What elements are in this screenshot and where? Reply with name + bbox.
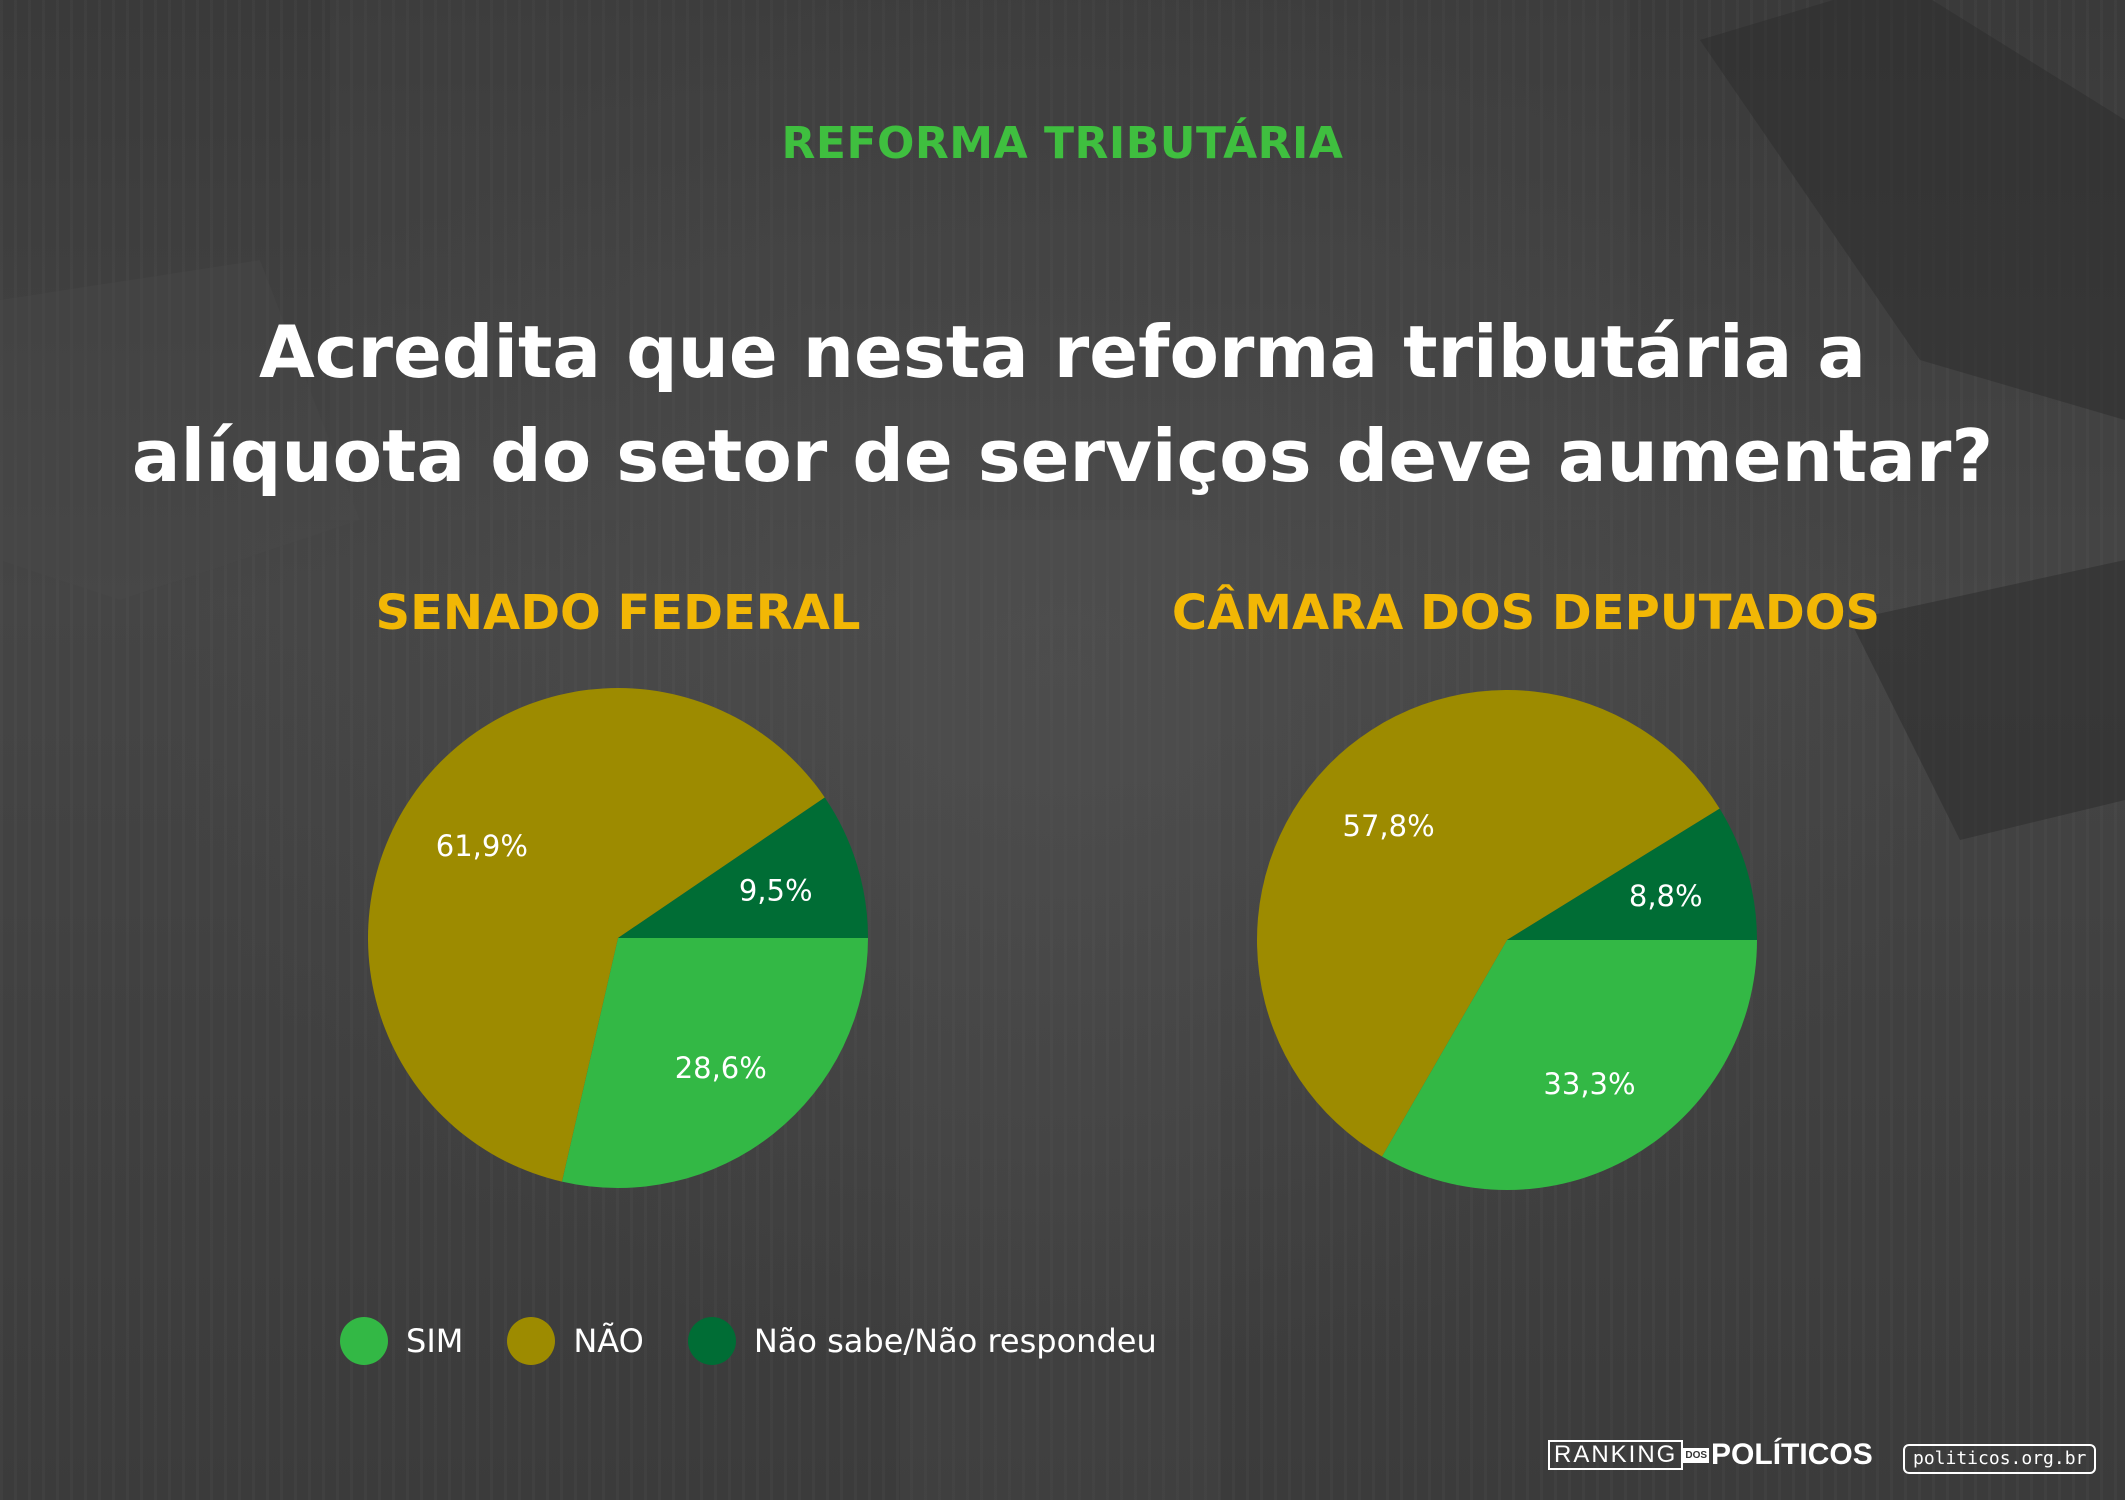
- senado-slice-sim: [561, 938, 869, 1189]
- camara-slice-nao-label: 57,8%: [1343, 809, 1435, 843]
- camara-slice-nao: [1257, 690, 1720, 1157]
- logo-politicos-text: POLÍTICOS: [1711, 1438, 1873, 1471]
- question-line-1: Acredita que nesta reforma tributária a: [259, 310, 1866, 394]
- senado-slice-nao-label: 61,9%: [436, 829, 528, 863]
- senado-slice-sim-label: 28,6%: [675, 1051, 767, 1085]
- question-line-2: alíquota do setor de serviços deve aumen…: [131, 414, 1994, 498]
- legend-label-nao-sabe: Não sabe/Não respondeu: [753, 1322, 1157, 1360]
- legend-swatch-nao-sabe: [687, 1317, 736, 1365]
- legend-item-nao: NÃO: [507, 1317, 644, 1365]
- question-title: Acredita que nesta reforma tributária a …: [0, 300, 2125, 508]
- ranking-dos-politicos-logo: RANKING DOS POLÍTICOS: [1548, 1440, 1873, 1470]
- section-kicker: REFORMA TRIBUTÁRIA: [781, 118, 1344, 169]
- camara-slice-sim: [1382, 940, 1757, 1190]
- legend-swatch-nao: [507, 1317, 556, 1365]
- camara-slice-nao-sabe: [1507, 808, 1757, 940]
- senado-slice-nao: [368, 688, 825, 1182]
- legend-label-nao: NÃO: [573, 1322, 644, 1360]
- legend-swatch-sim: [340, 1317, 388, 1365]
- chart-title-senado: SENADO FEDERAL: [375, 585, 861, 641]
- logo-ranking-text: RANKING: [1548, 1440, 1684, 1470]
- legend-label-sim: SIM: [406, 1322, 464, 1360]
- senado-slice-nao-sabe-label: 9,5%: [739, 873, 813, 907]
- camara-slice-nao-sabe-label: 8,8%: [1629, 879, 1703, 913]
- site-url-badge[interactable]: politicos.org.br: [1903, 1444, 2097, 1474]
- camara-slice-sim-label: 33,3%: [1543, 1067, 1635, 1101]
- legend-item-nao-sabe: Não sabe/Não respondeu: [687, 1317, 1157, 1365]
- senado-slice-nao-sabe: [618, 797, 868, 938]
- legend-item-sim: SIM: [340, 1317, 463, 1365]
- chart-title-camara: CÂMARA DOS DEPUTADOS: [1171, 585, 1881, 641]
- legend: SIM NÃO Não sabe/Não respondeu: [340, 1316, 1201, 1366]
- logo-dos-text: DOS: [1683, 1447, 1710, 1463]
